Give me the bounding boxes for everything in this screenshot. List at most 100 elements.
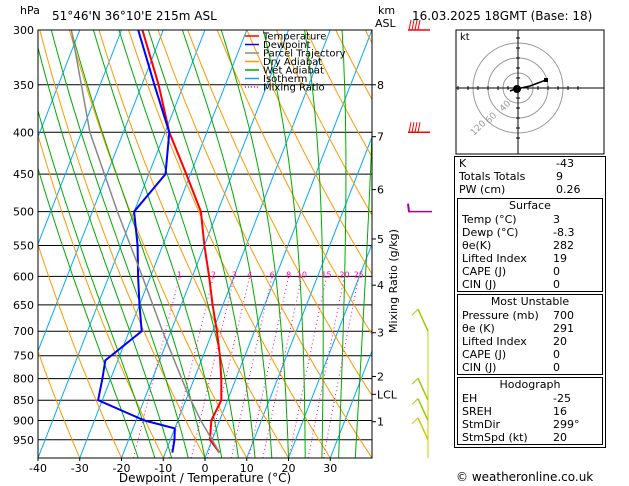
pressure-tick-label: 300 bbox=[13, 24, 34, 37]
wind-barb-shaft bbox=[417, 417, 429, 441]
dry-adiabat-line bbox=[128, 30, 331, 458]
pressure-tick-label: 700 bbox=[13, 325, 34, 338]
asl-label: ASL bbox=[375, 17, 397, 30]
x-axis-title: Dewpoint / Temperature (°C) bbox=[119, 471, 291, 485]
hpa-axis-label: hPa bbox=[20, 4, 40, 17]
wind-barb-flag bbox=[411, 377, 419, 385]
dry-adiabat-line bbox=[38, 133, 164, 458]
dewpoint-line bbox=[96, 30, 176, 453]
dry-adiabat-line bbox=[38, 242, 122, 458]
isotherm-line bbox=[204, 30, 372, 458]
hodograph-unit: kt bbox=[460, 32, 470, 43]
chart-axes: 3003504004505005506006507007508008509009… bbox=[13, 24, 398, 475]
legend-label: Isotherm bbox=[263, 74, 307, 85]
wind-barb-shaft bbox=[417, 308, 429, 332]
isotherm-line bbox=[288, 242, 372, 458]
x-tick-label: 20 bbox=[282, 462, 296, 475]
wind-barb bbox=[408, 122, 430, 134]
unstable-row: CAPE (J) 0 bbox=[462, 348, 560, 361]
legend-label: Dry Adiabat bbox=[263, 57, 322, 68]
wet-adiabat-line bbox=[354, 118, 372, 458]
legend-label: Mixing Ratio bbox=[263, 83, 325, 94]
hodograph-end-marker bbox=[544, 78, 548, 82]
pressure-tick-label: 950 bbox=[13, 434, 34, 447]
mixing-ratio-label: 20 bbox=[339, 270, 349, 279]
dry-adiabat-line bbox=[157, 30, 372, 458]
wind-barb-flag bbox=[414, 19, 418, 31]
x-tick-label: -30 bbox=[71, 462, 89, 475]
dry-adiabat-line bbox=[246, 30, 372, 276]
km-tick-label: 5 bbox=[377, 233, 384, 246]
dry-adiabat-line bbox=[38, 350, 81, 458]
pressure-tick-label: 450 bbox=[13, 168, 34, 181]
mixing-ratio-axis-title: Mixing Ratio (g/kg) bbox=[387, 229, 400, 333]
legend-label: Dewpoint bbox=[263, 40, 311, 51]
chart-grid bbox=[38, 30, 372, 458]
km-tick-label: 7 bbox=[377, 131, 384, 144]
km-tick-label: 8 bbox=[377, 79, 384, 92]
hodograph-storm-marker bbox=[513, 85, 521, 93]
x-tick-label: -40 bbox=[29, 462, 47, 475]
wet-adiabat-line bbox=[118, 30, 239, 458]
wind-barb-flag bbox=[411, 398, 419, 405]
legend-label: Wet Adiabat bbox=[263, 66, 324, 77]
mixing-ratio-line bbox=[248, 276, 290, 458]
wet-adiabat-line bbox=[181, 30, 273, 458]
surface-row: Dewp (°C) -8.3 bbox=[462, 226, 575, 239]
km-tick-label: 2 bbox=[377, 370, 384, 383]
wind-barb-flag bbox=[411, 19, 415, 31]
pressure-tick-label: 350 bbox=[13, 79, 34, 92]
most-unstable-title: Most Unstable bbox=[490, 295, 570, 308]
mixing-ratio-label: 15 bbox=[321, 270, 331, 279]
pressure-tick-label: 900 bbox=[13, 415, 34, 428]
indices-table: K -43 Totals Totals 9 PW (cm) 0.26 Surface … bbox=[454, 156, 606, 448]
unstable-row: Lifted Index 20 bbox=[462, 335, 567, 348]
hodograph-section: Hodograph EH -25 SREH 16 StmDir 299° StmSpd… bbox=[457, 377, 603, 445]
indices-row: PW (cm) 0.26 bbox=[459, 183, 581, 196]
parcel-trajectory-line bbox=[70, 30, 221, 453]
wind-barb-shaft bbox=[417, 398, 429, 421]
pressure-tick-label: 600 bbox=[13, 270, 34, 283]
dry-adiabat-line bbox=[276, 30, 372, 217]
wind-barb-flag bbox=[407, 203, 410, 212]
surface-row: CIN (J) 0 bbox=[462, 278, 560, 291]
wet-adiabat-line bbox=[262, 30, 306, 458]
surface-row: Temp (°C) 3 bbox=[462, 213, 560, 226]
wind-barb bbox=[411, 417, 429, 441]
wet-adiabat-line bbox=[38, 108, 156, 458]
dry-adiabat-line bbox=[305, 30, 372, 158]
isotherm-line bbox=[38, 30, 81, 139]
mixing-ratio-label: 3 bbox=[232, 270, 237, 279]
chart-series: 1 2 3 4 6 8 10 15 20 25 bbox=[70, 30, 364, 454]
hodograph-frame bbox=[455, 29, 605, 155]
pressure-tick-label: 650 bbox=[13, 299, 34, 312]
x-tick-label: -20 bbox=[113, 462, 131, 475]
wet-adiabat-line bbox=[38, 166, 139, 458]
pressure-tick-label: 850 bbox=[13, 394, 34, 407]
wet-adiabat-line bbox=[220, 30, 289, 458]
mixing-ratio-label: 8 bbox=[286, 270, 291, 279]
unstable-row: θe (K) 291 bbox=[462, 322, 574, 335]
wet-adiabat-line bbox=[147, 30, 256, 458]
credit-text: © weatheronline.co.uk bbox=[456, 470, 594, 484]
hodograph-title: Hodograph bbox=[499, 378, 561, 391]
wind-barb-flag bbox=[414, 122, 418, 133]
wind-barb-shaft bbox=[417, 377, 429, 401]
isotherm-line bbox=[329, 349, 372, 458]
surface-section: Surface Temp (°C) 3 Dewp (°C) -8.3 θe(K) 28… bbox=[457, 198, 603, 292]
datetime-title: 16.03.2025 18GMT (Base: 18) bbox=[412, 9, 592, 23]
wind-barb-flag bbox=[408, 122, 412, 133]
wind-barb-flag bbox=[408, 19, 412, 31]
unstable-row: Pressure (mb) 700 bbox=[462, 309, 574, 322]
mixing-ratio-label: 2 bbox=[211, 270, 216, 279]
km-tick-label: 6 bbox=[377, 184, 384, 197]
isotherm-line bbox=[246, 135, 372, 458]
wind-barb bbox=[407, 203, 432, 213]
isotherm-line bbox=[38, 30, 206, 458]
wet-adiabat-line bbox=[38, 45, 173, 458]
dry-adiabat-line bbox=[39, 30, 206, 458]
isotherm-line bbox=[162, 30, 331, 458]
hodograph-row: StmDir 299° bbox=[462, 418, 580, 431]
